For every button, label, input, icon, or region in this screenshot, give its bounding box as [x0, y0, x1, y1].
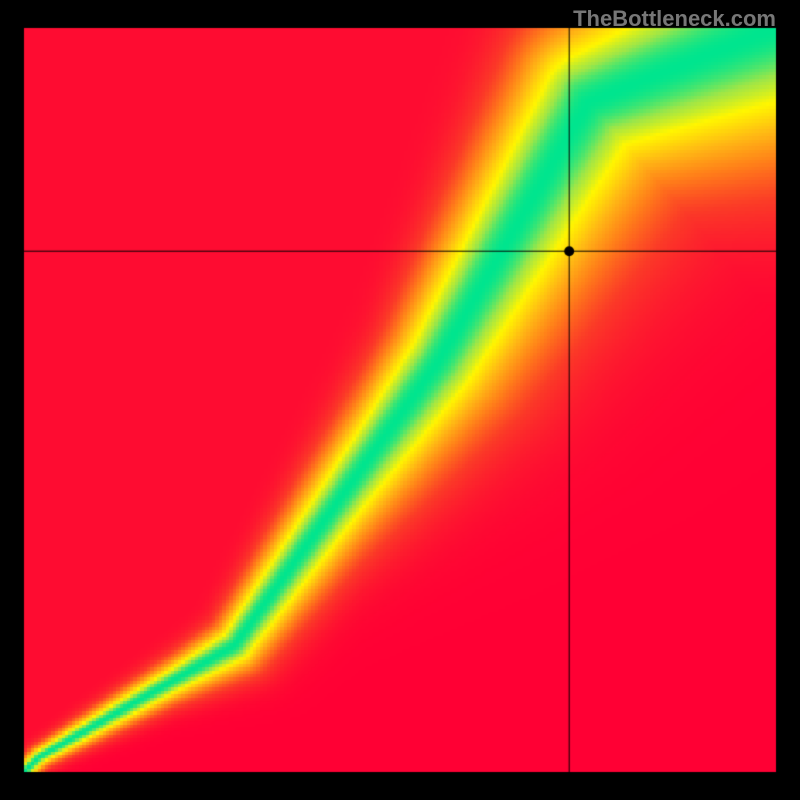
bottleneck-heatmap — [0, 0, 800, 800]
chart-root: TheBottleneck.com — [0, 0, 800, 800]
watermark-text: TheBottleneck.com — [573, 6, 776, 32]
